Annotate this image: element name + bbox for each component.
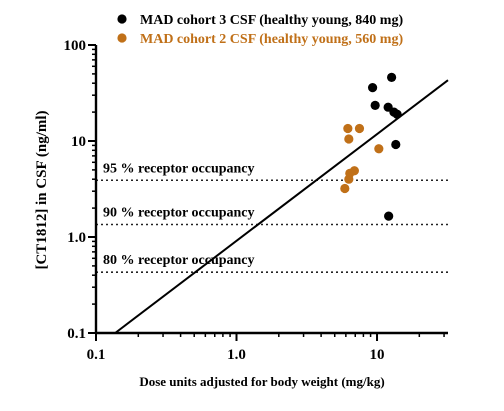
reference-line-label: 90 % receptor occupancy	[103, 205, 255, 220]
data-point	[367, 82, 378, 93]
legend-label: MAD cohort 3 CSF (healthy young, 840 mg)	[140, 13, 403, 28]
data-point	[391, 139, 401, 150]
data-point	[340, 183, 350, 194]
data-point	[343, 123, 353, 134]
data-point	[387, 72, 397, 82]
data-point	[344, 134, 354, 144]
data-point	[384, 211, 394, 221]
y-tick-label: 0.1	[67, 326, 86, 342]
data-point	[392, 109, 402, 119]
y-tick-label: 100	[64, 38, 87, 54]
data-point	[344, 174, 354, 184]
x-axis-label: Dose units adjusted for body weight (mg/…	[139, 374, 384, 389]
y-tick-label: 1.0	[67, 230, 86, 246]
reference-line-label: 80 % receptor occupancy	[103, 253, 255, 268]
data-point	[370, 100, 380, 110]
legend-marker	[117, 14, 127, 24]
x-tick-label: 10	[370, 347, 385, 363]
legend: MAD cohort 3 CSF (healthy young, 840 mg)…	[117, 13, 403, 47]
y-tick-label: 10	[71, 134, 86, 150]
legend-marker	[117, 33, 127, 43]
x-tick-label: 1.0	[227, 347, 246, 363]
reference-line-label: 95 % receptor occupancy	[103, 161, 255, 176]
x-tick-label: 0.1	[87, 347, 106, 363]
plot-layer: 95 % receptor occupancy 90 % receptor occ…	[64, 38, 449, 363]
data-point	[354, 123, 365, 134]
data-point	[374, 144, 384, 154]
y-axis-label: [CT1812] in CSF (ng/ml)	[34, 110, 50, 269]
fit-line	[114, 79, 449, 334]
legend-label: MAD cohort 2 CSF (healthy young, 560 mg)	[140, 32, 403, 47]
